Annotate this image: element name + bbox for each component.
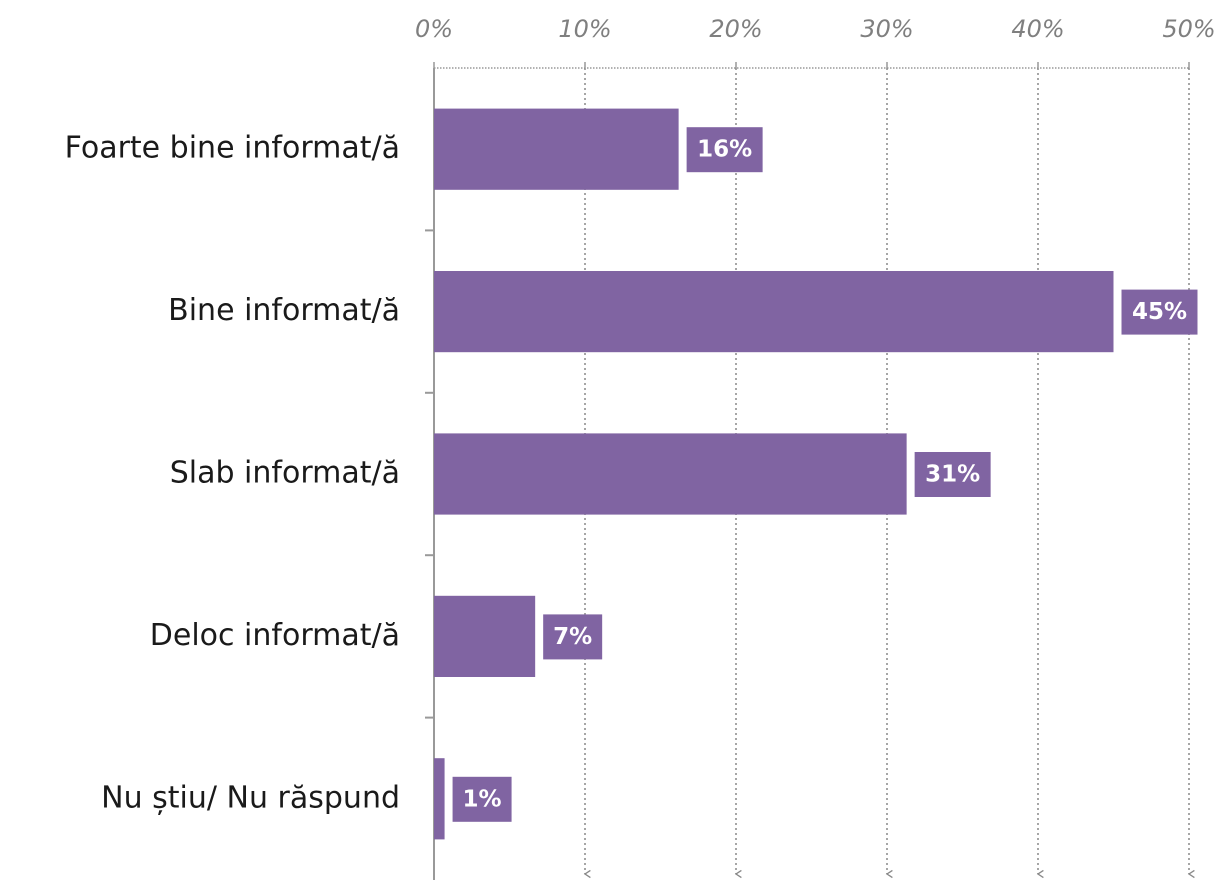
category-label: Bine informat/ă: [168, 293, 400, 328]
value-label: 1%: [463, 786, 502, 812]
value-label: 7%: [553, 624, 592, 650]
value-label-box: [452, 776, 512, 822]
x-tick-label: 20%: [709, 15, 762, 43]
category-label: Foarte bine informat/ă: [65, 131, 400, 166]
value-label: 16%: [697, 137, 752, 163]
value-label-box: [543, 614, 603, 660]
bar: [434, 758, 445, 840]
bar: [434, 595, 536, 677]
category-label: Deloc informat/ă: [150, 618, 400, 653]
bar: [434, 433, 907, 515]
bar: [434, 271, 1114, 353]
x-tick-label: 50%: [1162, 15, 1215, 43]
x-tick-label: 40%: [1011, 15, 1064, 43]
value-label: 31%: [925, 462, 980, 488]
bar: [434, 108, 679, 190]
value-label-box: [1121, 289, 1198, 335]
x-tick-label: 10%: [558, 15, 611, 43]
value-label-box: [914, 452, 991, 497]
x-tick-label: 30%: [860, 15, 913, 43]
category-label: Slab informat/ă: [170, 456, 400, 491]
category-label: Nu știu/ Nu răspund: [101, 780, 400, 815]
value-label: 45%: [1132, 299, 1187, 325]
value-label-box: [686, 127, 763, 173]
x-tick-label: 0%: [415, 15, 453, 43]
